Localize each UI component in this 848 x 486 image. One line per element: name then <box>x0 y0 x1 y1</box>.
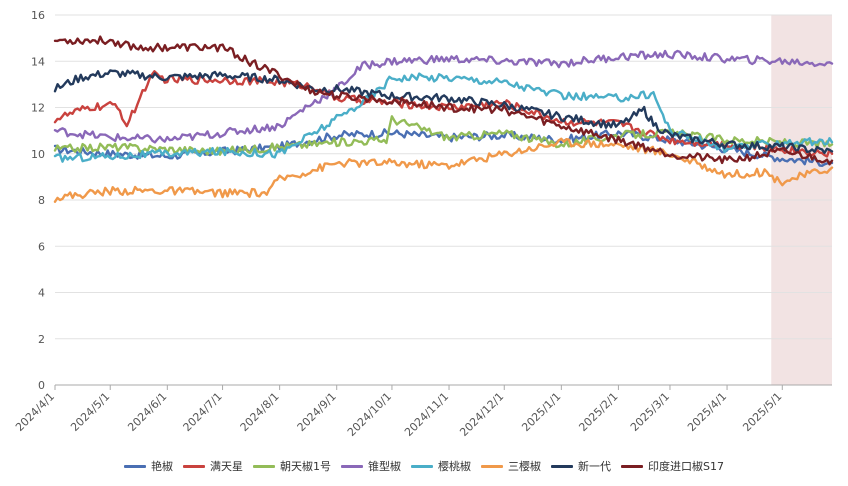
legend-swatch <box>551 464 573 468</box>
legend-label: 锥型椒 <box>368 460 401 473</box>
series-line-6 <box>53 137 834 203</box>
x-tick-label: 2024/11/1 <box>402 390 451 439</box>
legend-label: 朝天椒1号 <box>280 460 331 473</box>
legend-label: 新一代 <box>578 460 611 473</box>
x-tick-label: 2025/5/1 <box>740 390 784 434</box>
x-tick-label: 2024/9/1 <box>295 390 339 434</box>
legend-swatch <box>411 464 433 468</box>
legend-label: 樱桃椒 <box>438 460 471 473</box>
legend-swatch <box>183 464 205 468</box>
x-tick-label: 2025/2/1 <box>576 390 620 434</box>
legend-swatch <box>341 464 363 468</box>
x-tick-label: 2024/12/1 <box>457 390 506 439</box>
series-line-3 <box>53 115 834 156</box>
x-tick-label: 2025/3/1 <box>628 390 672 434</box>
y-tick-label: 8 <box>38 194 45 207</box>
legend-swatch <box>481 464 503 468</box>
legend-item[interactable]: 艳椒 <box>124 458 173 474</box>
x-tick-label: 2024/7/1 <box>181 390 225 434</box>
x-tick-label: 2024/4/1 <box>13 390 57 434</box>
legend-label: 艳椒 <box>151 460 173 473</box>
legend-item[interactable]: 锥型椒 <box>341 458 401 474</box>
y-tick-label: 12 <box>31 102 45 115</box>
y-tick-label: 14 <box>31 55 45 68</box>
legend-item[interactable]: 三樱椒 <box>481 458 541 474</box>
legend-swatch <box>253 464 275 468</box>
series-line-4 <box>53 49 834 144</box>
x-tick-label: 2024/5/1 <box>68 390 112 434</box>
y-tick-label: 0 <box>38 379 45 392</box>
legend-item[interactable]: 新一代 <box>551 458 611 474</box>
legend-label: 印度进口椒S17 <box>648 460 724 473</box>
x-tick-label: 2024/8/1 <box>238 390 282 434</box>
x-tick-label: 2024/10/1 <box>345 390 394 439</box>
y-tick-label: 4 <box>38 287 45 300</box>
legend-item[interactable]: 满天星 <box>183 458 243 474</box>
series-line-7 <box>53 69 834 155</box>
legend-swatch <box>124 464 146 468</box>
chart-legend: 艳椒 满天星 朝天椒1号 锥型椒 樱桃椒 三樱椒 新一代 印度进口椒S17 <box>0 458 848 474</box>
series-line-2 <box>53 70 834 158</box>
legend-swatch <box>621 464 643 468</box>
y-tick-label: 6 <box>38 240 45 253</box>
x-tick-label: 2025/1/1 <box>519 390 563 434</box>
x-tick-label: 2024/6/1 <box>125 390 169 434</box>
legend-label: 满天星 <box>210 460 243 473</box>
x-tick-label: 2025/4/1 <box>685 390 729 434</box>
legend-item[interactable]: 印度进口椒S17 <box>621 458 724 474</box>
legend-label: 三樱椒 <box>508 460 541 473</box>
legend-item[interactable]: 朝天椒1号 <box>253 458 331 474</box>
y-tick-label: 10 <box>31 148 45 161</box>
series-line-8 <box>53 35 834 166</box>
legend-item[interactable]: 樱桃椒 <box>411 458 471 474</box>
y-tick-label: 16 <box>31 9 45 22</box>
y-tick-label: 2 <box>38 333 45 346</box>
